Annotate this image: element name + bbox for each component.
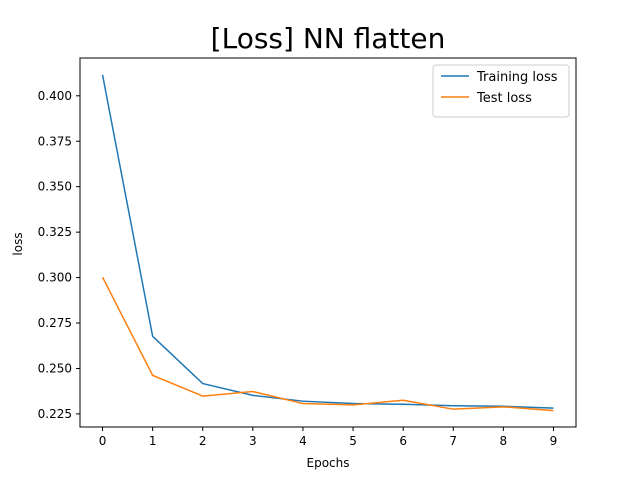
legend-entry-label: Training loss	[476, 70, 558, 85]
x-tick-label: 9	[550, 434, 558, 448]
chart-title: [Loss] NN flatten	[211, 22, 446, 55]
y-axis-label: loss	[11, 232, 25, 255]
y-tick-label: 0.275	[38, 316, 72, 330]
y-tick-label: 0.250	[38, 361, 72, 375]
x-tick-label: 3	[249, 434, 257, 448]
x-tick-label: 7	[449, 434, 457, 448]
legend-box	[432, 64, 570, 118]
x-axis-label: Epochs	[307, 456, 350, 470]
x-tick-label: 1	[149, 434, 157, 448]
x-tick-label: 0	[99, 434, 107, 448]
x-axis-ticks: 0 1 2 3 4 5 6 7 8 9	[99, 427, 558, 448]
series-line-test-loss	[101, 276, 554, 412]
x-tick-label: 2	[199, 434, 207, 448]
y-tick-label: 0.300	[38, 271, 72, 285]
y-tick-label: 0.225	[38, 407, 72, 421]
y-tick-label: 0.375	[38, 134, 72, 148]
x-tick-label: 6	[399, 434, 407, 448]
x-tick-label: 4	[299, 434, 307, 448]
series-line-training-loss	[101, 74, 554, 409]
legend-entry-label: Test loss	[476, 91, 532, 106]
axes-frame	[79, 57, 577, 428]
y-tick-label: 0.325	[38, 225, 72, 239]
legend: Training loss Test loss	[432, 64, 570, 118]
y-axis-ticks: 0.225 0.250 0.275 0.300 0.325 0.350 0.375 0.400	[38, 89, 80, 421]
y-tick-label: 0.350	[38, 180, 72, 194]
series-layer	[101, 74, 554, 412]
x-tick-label: 8	[500, 434, 508, 448]
y-tick-label: 0.400	[38, 89, 72, 103]
x-tick-label: 5	[349, 434, 357, 448]
